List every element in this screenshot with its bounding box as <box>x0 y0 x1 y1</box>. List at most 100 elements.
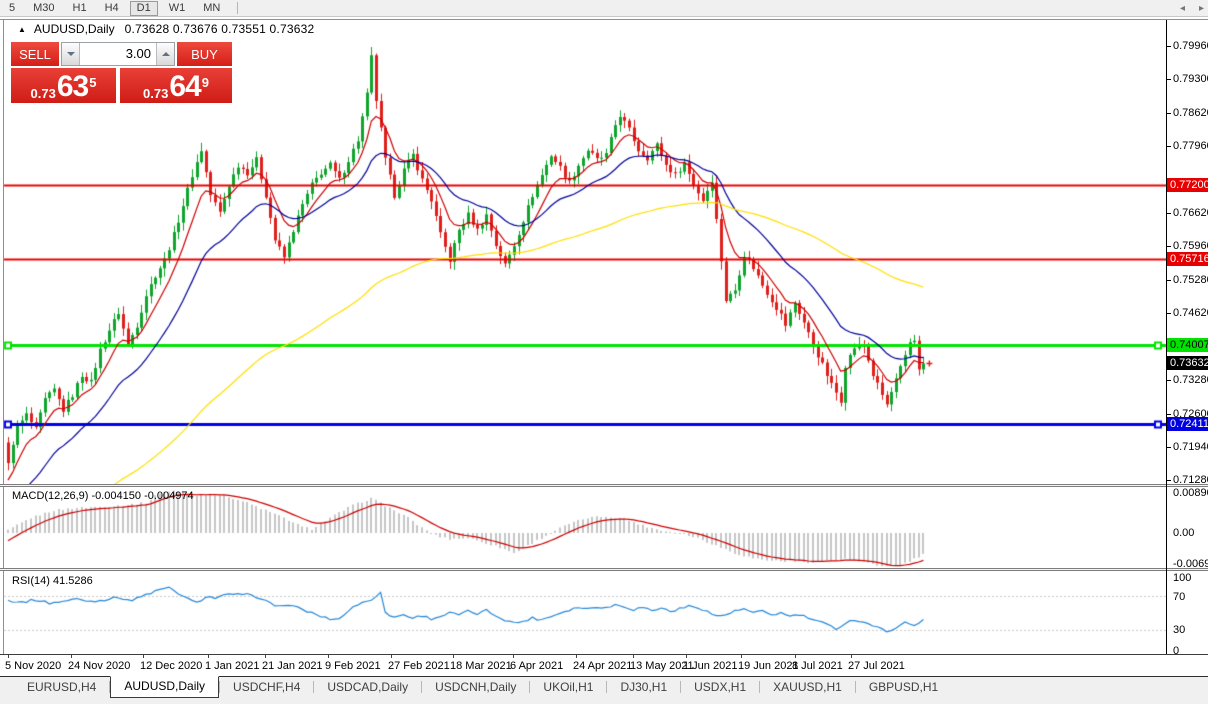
volume-input[interactable]: 3.00 <box>80 43 156 65</box>
chart-tab-usdx[interactable]: USDX,H1 <box>694 680 747 694</box>
date-tick <box>513 655 514 658</box>
rsi-indicator-canvas[interactable] <box>0 572 1166 654</box>
volume-increase-button[interactable] <box>156 43 174 65</box>
buy-price-prefix: 0.73 <box>143 86 169 101</box>
price-level-label: 0.73632 <box>1167 356 1208 370</box>
date-label: 13 May 2021 <box>630 660 694 672</box>
date-tick <box>208 655 209 658</box>
chart-tab-eurusd[interactable]: EURUSD,H4 <box>27 680 97 694</box>
timeframe-button-5[interactable]: 5 <box>9 2 16 14</box>
date-tick <box>391 655 392 658</box>
sell-button[interactable]: SELL <box>11 42 59 66</box>
date-tick <box>633 655 634 658</box>
chart-title-bar: ▲ AUDUSD,Daily 0.73628 0.73676 0.73551 0… <box>4 21 1204 37</box>
timeframe-button-h4[interactable]: H4 <box>104 2 119 14</box>
toolbar-separator <box>237 2 239 14</box>
chart-tab-dj30[interactable]: DJ30,H1 <box>620 680 668 694</box>
tab-separator <box>421 681 423 693</box>
timeframe-button-mn[interactable]: MN <box>203 2 221 14</box>
date-tick <box>265 655 266 658</box>
chart-tab-xauusd[interactable]: XAUUSD,H1 <box>773 680 842 694</box>
chart-tab-usdchf[interactable]: USDCHF,H4 <box>233 680 301 694</box>
date-tick <box>453 655 454 658</box>
date-label: 6 Apr 2021 <box>510 660 564 672</box>
date-label: 1 Jun 2021 <box>683 660 738 672</box>
pane-separator[interactable] <box>0 484 1208 487</box>
tab-separator <box>313 681 315 693</box>
time-axis: 5 Nov 2020 24 Nov 2020 12 Dec 2020 1 Jan 20… <box>0 655 1166 676</box>
sell-price-button[interactable]: 0.73 63 5 <box>11 68 116 103</box>
price-level-label: 0.75716 <box>1167 252 1208 266</box>
timeframe-button-d1[interactable]: D1 <box>129 0 158 16</box>
chart-tab-usdcad[interactable]: USDCAD,Daily <box>327 680 409 694</box>
date-label: 18 Mar 2021 <box>450 660 512 672</box>
price-level-label: 0.74007 <box>1167 338 1208 352</box>
chart-tab-bar: EURUSD,H4 AUDUSD,Daily USDCHF,H4 USDCAD,Dai… <box>0 676 1208 698</box>
rsi-scale-label: 0 <box>1173 645 1180 657</box>
one-click-trading-panel: SELL 3.00 BUY 0.73 63 5 0.73 64 9 <box>11 42 232 103</box>
date-label: 12 Dec 2020 <box>140 660 203 672</box>
date-label: 1 Jan 2021 <box>205 660 260 672</box>
price-chart-canvas[interactable] <box>0 38 1166 484</box>
chart-tab-gbpusd[interactable]: GBPUSD,H1 <box>868 680 939 694</box>
chart-tab-audusd[interactable]: AUDUSD,Daily <box>110 676 220 698</box>
macd-scale-label: -0.00697 <box>1173 558 1208 570</box>
timeframe-button-h1[interactable]: H1 <box>72 2 87 14</box>
price-level-label: 0.72411 <box>1167 417 1208 431</box>
pane-separator[interactable] <box>0 568 1208 571</box>
date-label: 9 Feb 2021 <box>325 660 381 672</box>
date-label: 24 Nov 2020 <box>68 660 131 672</box>
collapse-triangle-icon[interactable]: ▲ <box>18 24 26 34</box>
timeframe-button-m30[interactable]: M30 <box>33 2 55 14</box>
date-tick <box>328 655 329 658</box>
tab-separator <box>109 681 111 693</box>
chart-tab-usdcnh[interactable]: USDCNH,Daily <box>435 680 517 694</box>
volume-decrease-button[interactable] <box>62 43 80 65</box>
buy-price-button[interactable]: 0.73 64 9 <box>120 68 232 103</box>
timeframe-toolbar: 5 M30 H1 H4 D1 W1 MN <box>0 0 1208 17</box>
volume-spinner: 3.00 <box>61 42 175 66</box>
price-level-label: 0.77200 <box>1167 178 1208 192</box>
chart-ohlc-values: 0.73628 0.73676 0.73551 0.73632 <box>124 22 315 36</box>
rsi-indicator-label: RSI(14) 41.5286 <box>12 575 93 587</box>
date-label: 5 Nov 2020 <box>5 660 62 672</box>
tab-separator <box>854 681 856 693</box>
triangle-up-icon <box>161 52 170 56</box>
rsi-scale-label: 100 <box>1173 572 1192 584</box>
macd-indicator-canvas[interactable] <box>0 488 1166 568</box>
window-bottom-border <box>0 676 1208 677</box>
date-tick <box>576 655 577 658</box>
date-label: 8 Jul 2021 <box>792 660 843 672</box>
tab-scroll-right-icon[interactable]: ▸ <box>1199 3 1205 14</box>
timeframe-buttons: 5 M30 H1 H4 D1 W1 MN <box>0 0 239 16</box>
chart-tab-ukoil[interactable]: UKOil,H1 <box>543 680 594 694</box>
rsi-scale-label: 30 <box>1173 624 1186 636</box>
tab-separator <box>759 681 761 693</box>
timeframe-button-w1[interactable]: W1 <box>168 2 186 14</box>
date-tick <box>71 655 72 658</box>
date-tick <box>8 655 9 658</box>
tab-scroll-left-icon[interactable]: ◂ <box>1180 3 1186 14</box>
rsi-scale-label: 70 <box>1173 591 1186 603</box>
macd-indicator-label: MACD(12,26,9) -0.004150 -0.004974 <box>12 490 194 502</box>
date-tick <box>741 655 742 658</box>
macd-scale-label: 0.008903 <box>1173 487 1208 499</box>
price-axis-border <box>1166 20 1167 655</box>
tab-separator <box>219 681 221 693</box>
sell-price-prefix: 0.73 <box>30 86 56 101</box>
buy-button[interactable]: BUY <box>177 42 232 66</box>
tab-separator <box>606 681 608 693</box>
sell-price-pip: 5 <box>89 75 97 90</box>
